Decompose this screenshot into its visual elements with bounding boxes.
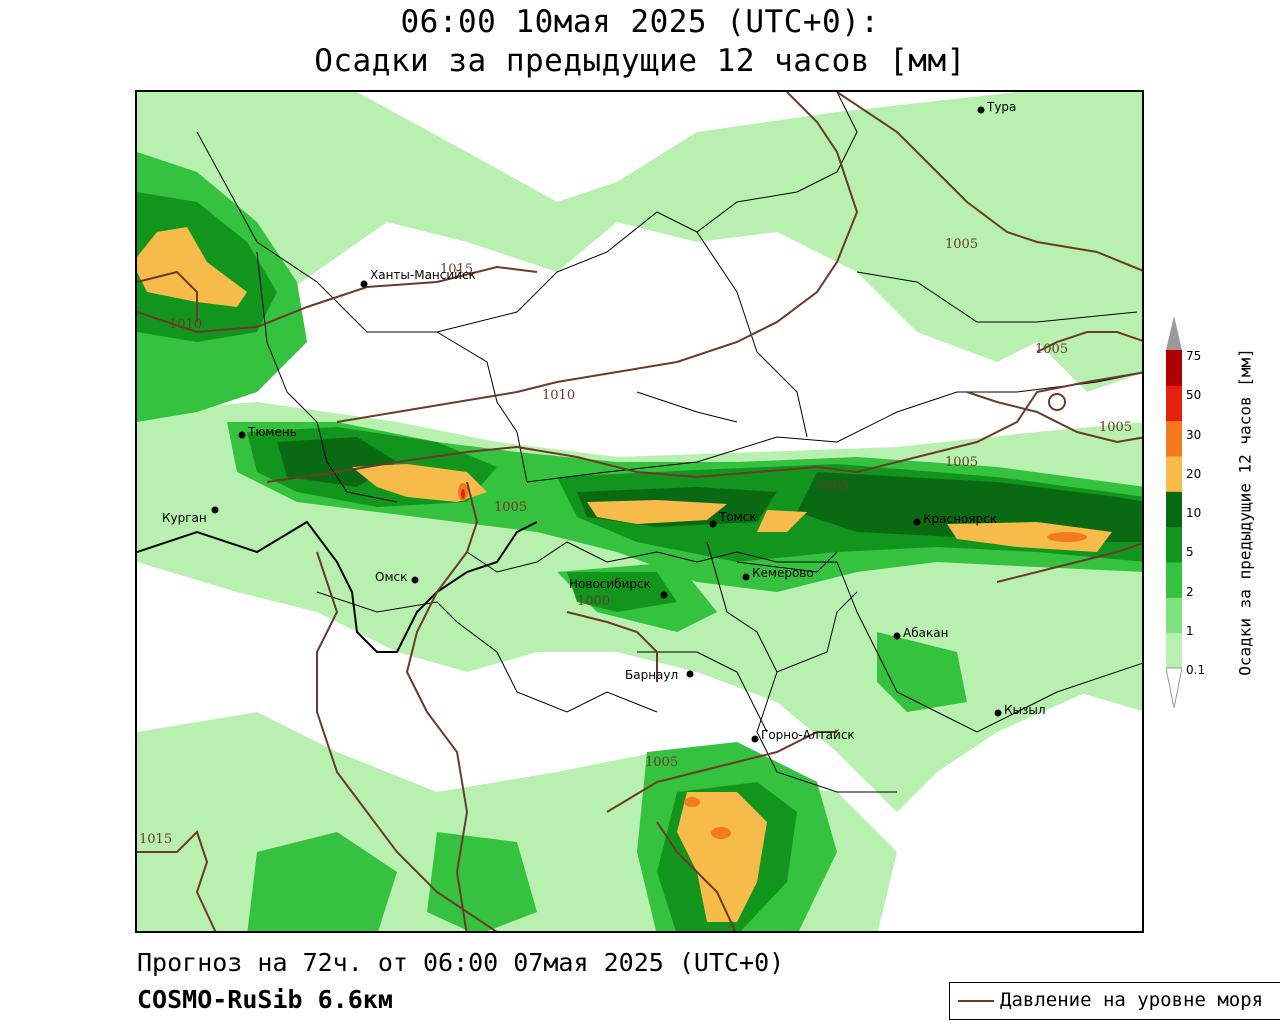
city-dot-tura [977,106,985,114]
precip-10-20mm-areas [137,227,1112,922]
colorbar-tick: 75 [1186,349,1202,363]
isobar-label: 1010 [169,317,202,332]
colorbar-tick: 10 [1186,506,1202,520]
city-dot-khanty-mansiysk [360,280,368,288]
isobar-label: 1005 [645,755,678,770]
colorbar-segment [1166,632,1182,669]
isobar-legend-line [958,1000,994,1002]
city-dot-omsk [411,576,419,584]
isobar-label: 1015 [139,832,172,847]
colorbar-max-triangle [1166,316,1182,350]
colorbar-segments [1166,350,1182,669]
colorbar-tick: 5 [1186,545,1194,559]
precip-30-50mm-areas [461,489,465,499]
colorbar-tick: 50 [1186,388,1202,402]
city-label-kyzyl: Кызыл [1004,703,1046,717]
precip-20-30mm-areas [458,483,1087,839]
city-label-tura: Тура [986,100,1016,114]
colorbar-tick: 20 [1186,467,1202,481]
colorbar-segment [1166,350,1182,386]
isobar-label: 1005 [494,500,527,515]
city-label-kemerovo: Кемерово [752,566,814,580]
city-dot-abakan [893,632,901,640]
city-dot-kurgan [211,506,219,514]
colorbar-segment [1166,385,1182,422]
city-label-tomsk: Томск [718,510,757,524]
city-label-tyumen: Тюмень [247,425,297,439]
city-label-krasnoyarsk: Красноярск [923,512,997,526]
isobar-label: 1010 [542,388,575,403]
city-label-gorno-altaysk: Горно-Алтайск [761,728,855,742]
city-label-abakan: Абакан [903,626,948,640]
forecast-info: Прогноз на 72ч. от 06:00 07мая 2025 (UTC… [137,948,785,977]
colorbar-title-text: Осадки за предыдущие 12 часов [мм] [1235,348,1255,676]
colorbar-segment [1166,597,1182,634]
city-dot-barnaul [686,670,694,678]
map-title-time: 06:00 10мая 2025 (UTC+0): [400,4,880,40]
city-label-khanty-mansiysk: Ханты-Мансийск [370,268,476,282]
colorbar-segment [1166,456,1182,492]
city-dot-tyumen [238,431,246,439]
precipitation-map: 1015 1010 1010 1005 1005 1005 1005 1005 … [135,90,1144,933]
city-label-kurgan: Курган [162,511,207,525]
isobar-label: 1005 [1099,420,1132,435]
city-dot-tomsk [709,520,717,528]
colorbar-tick: 2 [1186,585,1194,599]
city-markers: Тура Ханты-Мансийск Тюмень Курган Омск Т… [162,100,1046,743]
isobar-label: 1005 [945,455,978,470]
colorbar-segment [1166,526,1182,563]
city-dot-kemerovo [742,573,750,581]
map-title-parameter: Осадки за предыдущие 12 часов [мм] [314,43,966,79]
model-name: COSMO-RuSib 6.6км [137,985,393,1014]
city-label-omsk: Омск [375,570,407,584]
city-label-novosibirsk: Новосибирск [569,577,651,591]
map-canvas: 1015 1010 1010 1005 1005 1005 1005 1005 … [137,92,1142,931]
isobar-legend: Давление на уровне моря [949,982,1280,1020]
city-dot-gorno-altaysk [751,735,759,743]
colorbar-tick: 30 [1186,428,1202,442]
country-border [137,520,538,653]
isobar-label: 1000 [577,594,610,609]
colorbar-tick: 0.1 [1186,663,1206,677]
isobar-label: 1005 [1035,342,1068,357]
colorbar-tick: 1 [1186,624,1194,638]
city-label-barnaul: Барнаул [625,668,678,682]
city-dot-kyzyl [994,709,1002,717]
colorbar-min-triangle [1166,667,1182,708]
isobar-label: 1015 [440,262,473,277]
colorbar-segment [1166,562,1182,598]
precipitation-colorbar [1166,316,1182,708]
colorbar-segment [1166,491,1182,528]
colorbar-segment [1166,420,1182,457]
isobar-label: 1005 [945,237,978,252]
city-dot-krasnoyarsk [913,518,921,526]
isobars [137,92,1142,931]
isobar-legend-label: Давление на уровне моря [1000,989,1264,1011]
region-borders [196,92,1142,793]
city-dot-novosibirsk [660,591,668,599]
isobar-label: 1005 [816,479,849,494]
